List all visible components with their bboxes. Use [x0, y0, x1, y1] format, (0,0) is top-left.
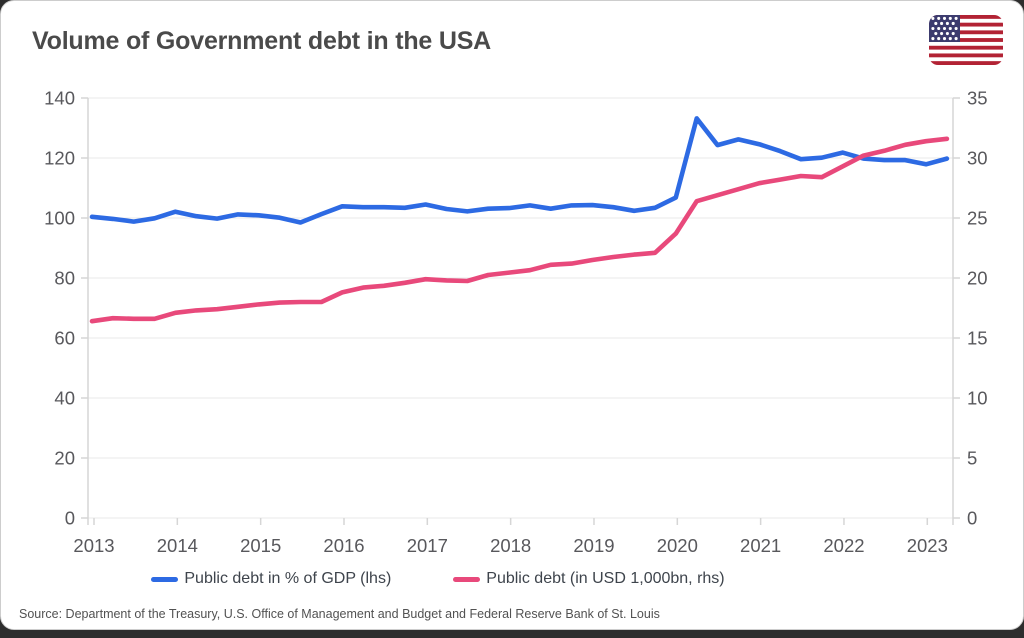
x-axis-label: 2019	[573, 535, 614, 556]
left-axis-label: 140	[44, 88, 75, 109]
x-axis-label: 2017	[407, 535, 448, 556]
left-axis-label: 20	[54, 448, 75, 469]
legend-swatch-icon	[151, 576, 179, 582]
gridlines	[88, 97, 953, 519]
right-axis-label: 30	[967, 148, 988, 169]
y-axis-ticks	[81, 97, 960, 519]
flag-stars	[931, 16, 958, 41]
legend-item-0: Public debt in % of GDP (lhs)	[151, 570, 391, 588]
x-axis-label: 2022	[823, 535, 864, 556]
x-axis-label: 2023	[907, 535, 948, 556]
debt-usd-line	[89, 136, 950, 324]
legend-swatch-icon	[453, 576, 481, 582]
x-axis-label: 2020	[657, 535, 698, 556]
gdp-percent-line	[89, 116, 950, 225]
chart-legend: Public debt in % of GDP (lhs) Public debt…	[1, 570, 1024, 588]
left-axis-label: 100	[44, 208, 75, 229]
usa-flag-art	[929, 15, 1003, 65]
right-axis-label: 25	[967, 208, 988, 229]
right-axis-label: 20	[967, 268, 988, 289]
usa-flag-icon	[929, 15, 1003, 65]
legend-label: Public debt (in USD 1,000bn, rhs)	[486, 570, 725, 587]
legend-item-1: Public debt (in USD 1,000bn, rhs)	[453, 570, 725, 588]
x-axis: 2013 2014 2015 2016 2017 2018 2019 2020 2021 2022…	[73, 518, 948, 556]
left-axis-label: 120	[44, 148, 75, 169]
left-axis-label: 60	[54, 328, 75, 349]
left-axis-label: 80	[54, 268, 75, 289]
left-axis-label: 0	[65, 508, 75, 529]
page-title: Volume of Government debt in the USA	[32, 27, 492, 55]
right-axis-label: 35	[967, 88, 988, 109]
right-axis-label: 10	[967, 388, 988, 409]
x-axis-label: 2016	[323, 535, 364, 556]
right-axis-label: 15	[967, 328, 988, 349]
right-axis-label: 5	[967, 448, 977, 469]
source-note: Source: Department of the Treasury, U.S.…	[19, 607, 660, 621]
x-axis-label: 2018	[490, 535, 531, 556]
flag-stripes	[929, 15, 1003, 65]
right-axis-label: 0	[967, 508, 977, 529]
legend-label: Public debt in % of GDP (lhs)	[184, 570, 392, 587]
x-axis-label: 2015	[240, 535, 281, 556]
x-axis-label: 2021	[740, 535, 781, 556]
x-axis-label: 2013	[73, 535, 114, 556]
left-axis-label: 40	[54, 388, 75, 409]
x-axis-label: 2014	[157, 535, 198, 556]
